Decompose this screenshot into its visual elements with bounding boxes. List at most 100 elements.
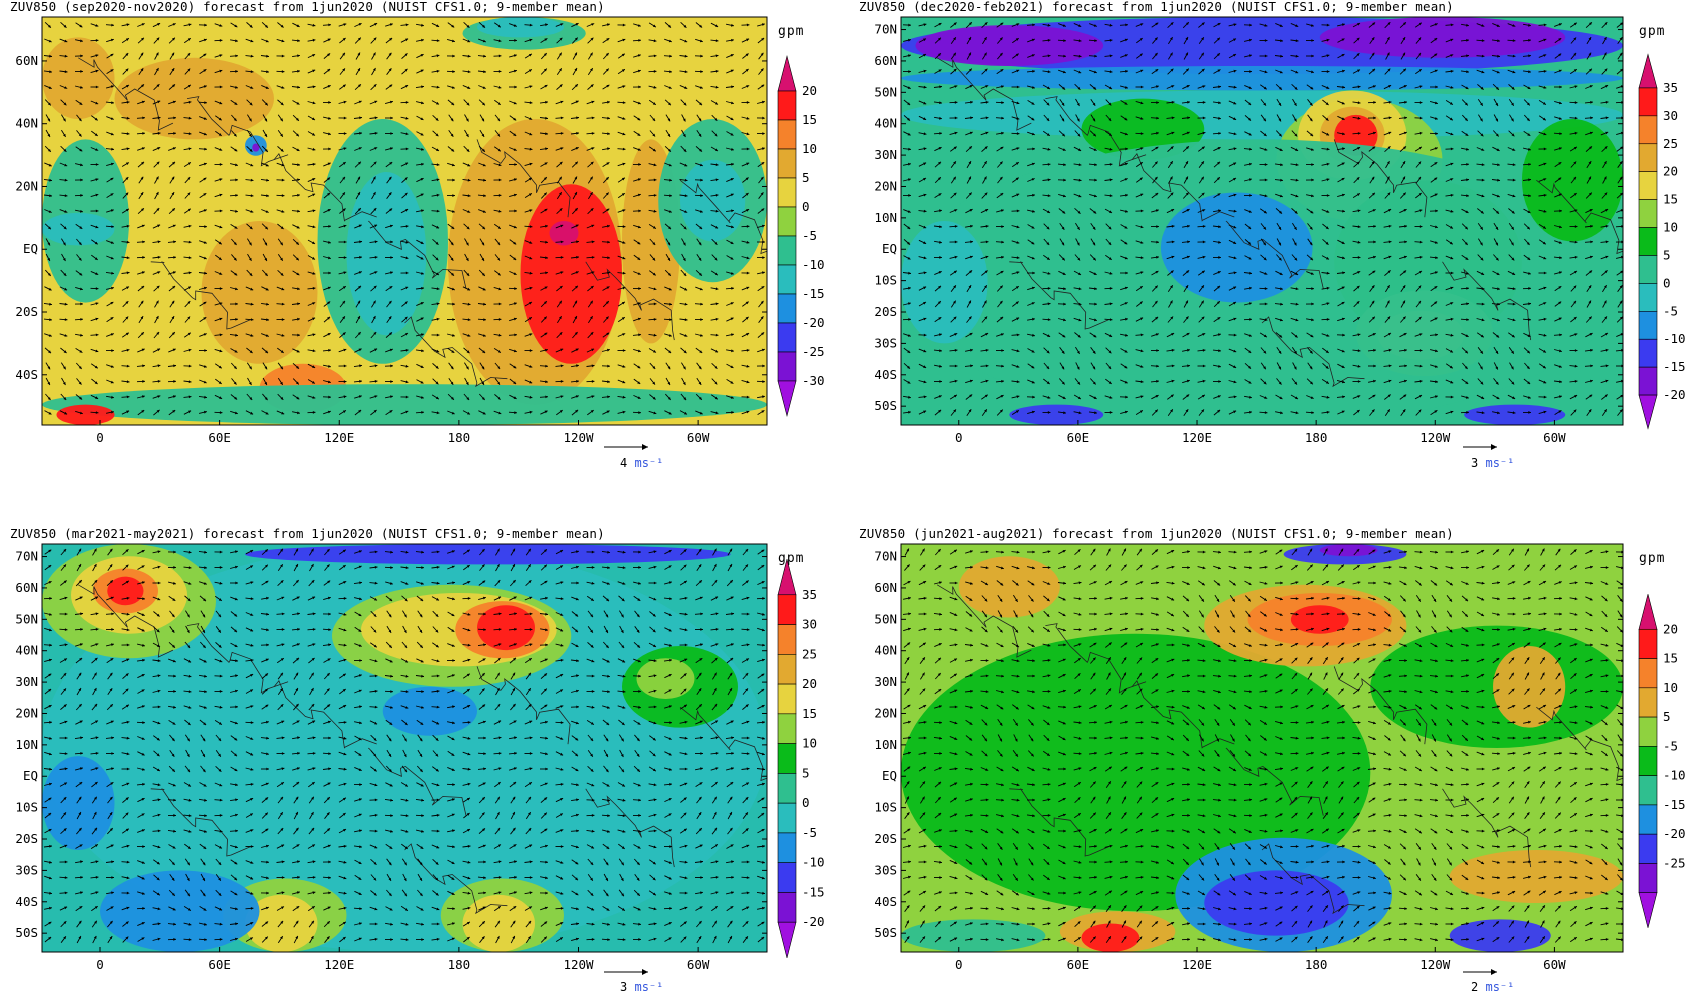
shaded-anomaly-region (346, 172, 427, 336)
wind-vector-head (64, 411, 68, 415)
wind-vector-head (984, 22, 988, 26)
wind-vector-head (1573, 37, 1577, 41)
wind-vector-head (1341, 380, 1345, 384)
wind-vector-head (1218, 116, 1221, 120)
wind-vector-head (1605, 379, 1609, 383)
wind-vector-head (1419, 116, 1423, 120)
wind-vector-head (985, 379, 989, 383)
wind-vector-head (1218, 349, 1221, 353)
wind-vector-head (250, 70, 254, 74)
wind-vector-head (1311, 54, 1314, 58)
wind-vector-head (342, 286, 346, 289)
wind-vector-head (1295, 163, 1299, 167)
wind-vector-head (1202, 209, 1206, 212)
wind-vector-head (1078, 287, 1082, 291)
wind-vector-head (1109, 210, 1112, 213)
wind-vector-head (172, 271, 176, 274)
wind-vector-head (668, 350, 672, 353)
wind-vector-head (575, 161, 578, 165)
wind-vector-head (543, 177, 547, 180)
wind-vector-head (328, 271, 331, 275)
wind-vector-head (1559, 209, 1562, 213)
wind-vector-head (1170, 146, 1174, 150)
wind-vector-head (498, 39, 502, 43)
wind-vector-head (1573, 52, 1577, 56)
coastline-segment (78, 57, 174, 131)
colorbar-segment (777, 55, 797, 92)
wind-vector-head (1558, 271, 1562, 274)
wind-vector-head (1496, 210, 1499, 214)
wind-vector-head (1077, 350, 1080, 354)
wind-vector-head (513, 117, 517, 121)
wind-vector-head (343, 240, 347, 244)
wind-vector-head (1201, 52, 1204, 56)
wind-vector-head (203, 193, 207, 196)
wind-vector-head (1465, 133, 1469, 136)
wind-vector-head (297, 411, 300, 415)
wind-vector-head (1574, 116, 1578, 120)
wind-vector-head (1046, 381, 1050, 384)
shaded-anomaly-region (477, 17, 564, 38)
wind-vector-head (264, 258, 267, 261)
wind-vector-head (1140, 23, 1144, 26)
wind-vector-head (1170, 316, 1174, 320)
wind-vector-head (907, 132, 911, 136)
wind-vector-head (1155, 22, 1159, 26)
shaded-anomaly-region (42, 384, 767, 425)
wind-vector-head (1512, 318, 1516, 322)
wind-vector-head (1187, 100, 1190, 104)
wind-vector-head (204, 147, 207, 151)
wind-vector-head (1326, 286, 1330, 290)
wind-vector-head (746, 380, 750, 384)
wind-vector-head (327, 209, 331, 212)
wind-vector-head (923, 117, 927, 120)
wind-vector-head (126, 395, 130, 399)
wind-vector-head (1372, 209, 1376, 212)
wind-vector-head (1404, 224, 1407, 228)
wind-vector-head (1511, 133, 1515, 137)
wind-vector-head (1419, 364, 1423, 368)
wind-vector-head (1078, 70, 1082, 74)
wind-vector-head (1124, 286, 1128, 290)
wind-vector-head (761, 38, 765, 41)
wind-vector-head (1249, 318, 1252, 321)
wind-vector-head (1559, 380, 1562, 384)
wind-vector-head (64, 178, 68, 182)
wind-vector-head (683, 366, 686, 370)
wind-vector-head (683, 273, 687, 276)
wind-vector-head (1590, 100, 1593, 104)
wind-vector-head (1264, 302, 1268, 306)
wind-vector-head (1016, 241, 1020, 244)
wind-vector-head (1480, 350, 1483, 354)
wind-vector-head (1280, 163, 1283, 167)
coastline-segment (1333, 139, 1428, 218)
wind-vector-head (746, 132, 750, 136)
wind-vector-head (451, 287, 455, 291)
wind-vector-head (78, 133, 82, 137)
wind-vector-head (126, 147, 130, 151)
wind-vector-head (1294, 210, 1298, 214)
wind-vector-head (908, 318, 911, 321)
wind-vector-head (605, 68, 609, 72)
colorbar-segment (777, 206, 797, 237)
wind-vector-head (1124, 410, 1128, 414)
wind-vector-head (343, 23, 347, 26)
wind-vector-head (157, 379, 161, 383)
wind-vector-head (985, 224, 989, 228)
wind-vector-head (574, 192, 577, 195)
wind-vector-head (700, 318, 703, 321)
wind-vector-head (682, 382, 686, 385)
wind-vector-head (1558, 23, 1562, 26)
wind-vector-head (1605, 255, 1609, 259)
wind-vector-head (638, 85, 641, 89)
wind-vector-head (357, 176, 360, 180)
wind-vector-head (638, 163, 641, 166)
wind-vector-head (1077, 210, 1081, 214)
wind-vector-head (481, 273, 485, 276)
wind-vector-head (605, 53, 609, 56)
wind-vector-head (1062, 194, 1066, 198)
wind-vector-head (79, 24, 83, 28)
wind-vector-head (1574, 240, 1578, 244)
wind-vector-head (544, 85, 548, 88)
wind-vector-head (125, 38, 129, 41)
